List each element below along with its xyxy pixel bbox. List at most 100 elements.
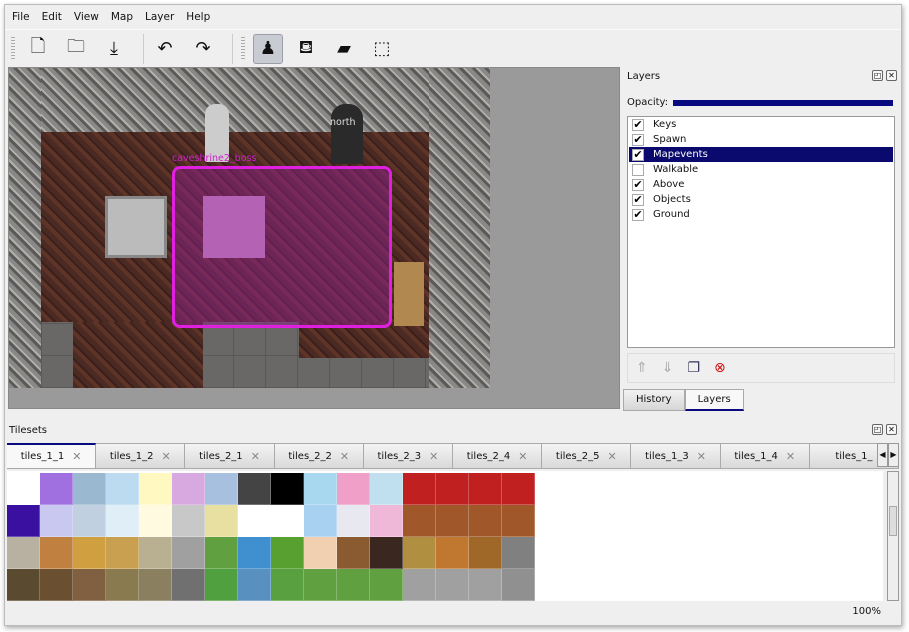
close-icon[interactable]: ✕ [886, 424, 897, 435]
tile[interactable] [304, 505, 337, 537]
tile[interactable] [337, 537, 370, 569]
menu-file[interactable]: File [12, 11, 30, 23]
layer-row[interactable]: Walkable [629, 162, 893, 177]
tile[interactable] [469, 473, 502, 505]
tile[interactable] [469, 537, 502, 569]
tile[interactable] [172, 569, 205, 601]
palette-scrollbar[interactable] [887, 471, 899, 601]
tile[interactable] [40, 505, 73, 537]
tile[interactable] [238, 537, 271, 569]
lower-layer-icon[interactable]: ⇓ [661, 360, 674, 376]
tile[interactable] [337, 473, 370, 505]
tile[interactable] [73, 569, 106, 601]
tile[interactable] [502, 473, 535, 505]
toolbar-grip[interactable] [11, 36, 15, 61]
float-icon[interactable]: ◰ [872, 424, 883, 435]
tile[interactable] [40, 569, 73, 601]
map-canvas[interactable]: caveshrine2_boss north [9, 68, 490, 388]
close-tab-icon[interactable]: ✕ [72, 450, 82, 463]
tile[interactable] [370, 537, 403, 569]
layer-visibility-checkbox[interactable]: ✔ [632, 177, 644, 191]
tile[interactable] [304, 473, 337, 505]
tile[interactable] [40, 473, 73, 505]
tile[interactable] [40, 537, 73, 569]
tile[interactable] [502, 537, 535, 569]
tile[interactable] [106, 505, 139, 537]
layer-row[interactable]: ✔ Mapevents [629, 147, 893, 162]
tab-history[interactable]: History [623, 389, 685, 411]
tile[interactable] [139, 569, 172, 601]
tile[interactable] [469, 569, 502, 601]
tile[interactable] [304, 569, 337, 601]
tile[interactable] [370, 505, 403, 537]
menu-map[interactable]: Map [110, 11, 134, 23]
tileset-tab[interactable]: tiles_2_3 ✕ [363, 443, 454, 469]
tile[interactable] [304, 537, 337, 569]
tile[interactable] [205, 505, 238, 537]
new-button[interactable]: 🗋 [23, 34, 53, 64]
menu-edit[interactable]: Edit [41, 11, 62, 23]
scroll-left-icon[interactable]: ◀ [877, 443, 888, 467]
tile[interactable] [106, 473, 139, 505]
tileset-tab[interactable]: tiles_2_1 ✕ [185, 443, 275, 469]
tile[interactable] [7, 569, 40, 601]
tile[interactable] [139, 537, 172, 569]
tile[interactable] [238, 505, 271, 537]
tile[interactable] [73, 505, 106, 537]
redo-button[interactable]: ↷ [188, 34, 218, 64]
tile[interactable] [337, 505, 370, 537]
tileset-tab[interactable]: tiles_2_4 ✕ [453, 443, 543, 469]
tile[interactable] [436, 537, 469, 569]
tile[interactable] [7, 537, 40, 569]
tile[interactable] [403, 505, 436, 537]
map-event-region[interactable] [172, 166, 392, 328]
tile[interactable] [7, 473, 40, 505]
tile[interactable] [370, 473, 403, 505]
bucket-fill-button[interactable]: ⛾ [291, 34, 321, 64]
undo-button[interactable]: ↶ [150, 34, 180, 64]
tile-palette[interactable] [7, 471, 883, 601]
scroll-right-icon[interactable]: ▶ [888, 443, 899, 467]
menu-view[interactable]: View [73, 11, 99, 23]
tile[interactable] [271, 473, 304, 505]
tileset-tab[interactable]: tiles_1_1 ✕ [7, 443, 97, 469]
layer-row[interactable]: ✔ Spawn [629, 132, 893, 147]
layer-row[interactable]: ✔ Ground [629, 207, 893, 222]
layer-visibility-checkbox[interactable]: ✔ [632, 192, 644, 206]
menu-help[interactable]: Help [186, 11, 211, 23]
tile[interactable] [403, 537, 436, 569]
tile[interactable] [436, 473, 469, 505]
close-tab-icon[interactable]: ✕ [785, 449, 796, 463]
tile[interactable] [436, 569, 469, 601]
opacity-slider[interactable] [673, 100, 893, 106]
menu-layer[interactable]: Layer [145, 11, 175, 23]
rect-select-button[interactable]: ⬚ [367, 34, 397, 64]
tile[interactable] [139, 473, 172, 505]
layer-visibility-checkbox[interactable] [632, 163, 644, 176]
raise-layer-icon[interactable]: ⇑ [636, 360, 648, 376]
close-tab-icon[interactable]: ✕ [518, 449, 528, 463]
tile[interactable] [238, 569, 271, 601]
layer-row[interactable]: ✔ Objects [629, 192, 893, 207]
tile[interactable] [7, 505, 40, 537]
tile[interactable] [502, 569, 535, 601]
tileset-tab[interactable]: tiles_1_3 ✕ [631, 443, 721, 469]
layer-visibility-checkbox[interactable]: ✔ [632, 147, 644, 161]
tile[interactable] [205, 537, 238, 569]
close-tab-icon[interactable]: ✕ [339, 449, 350, 463]
tile[interactable] [106, 569, 139, 601]
tile[interactable] [172, 537, 205, 569]
tile[interactable] [469, 505, 502, 537]
close-tab-icon[interactable]: ✕ [429, 449, 439, 463]
close-tab-icon[interactable]: ✕ [250, 449, 260, 463]
layer-row[interactable]: ✔ Keys [629, 117, 893, 132]
toolbar-grip[interactable] [241, 36, 245, 61]
map-view[interactable]: caveshrine2_boss north [8, 67, 620, 409]
tile[interactable] [172, 505, 205, 537]
tileset-tab[interactable]: tiles_2_5 ✕ [542, 443, 632, 469]
tile[interactable] [403, 473, 436, 505]
tileset-tab[interactable]: tiles_2_2 ✕ [274, 443, 364, 469]
float-icon[interactable]: ◰ [872, 70, 883, 81]
tile[interactable] [106, 537, 139, 569]
tile[interactable] [337, 569, 370, 601]
